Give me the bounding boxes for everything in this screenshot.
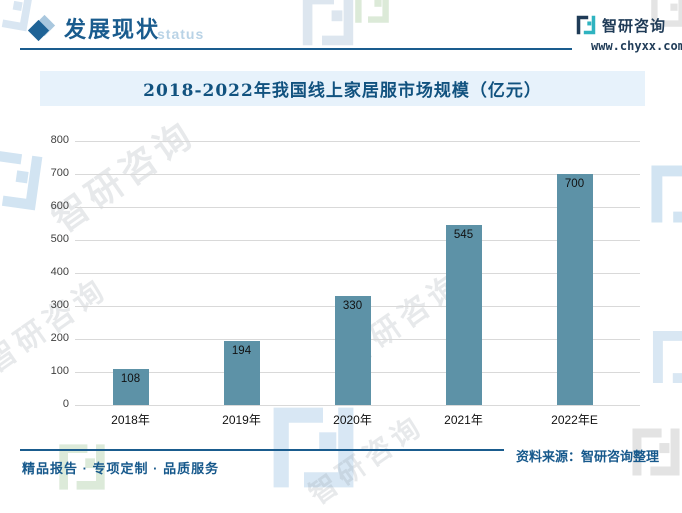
bar-value-label: 194 xyxy=(231,344,252,357)
x-axis-tick-label: 2020年 xyxy=(333,413,372,427)
bar xyxy=(445,225,482,405)
y-axis-tick-label: 0 xyxy=(62,398,69,410)
grid-line xyxy=(75,173,640,175)
y-axis-tick-label: 400 xyxy=(50,266,69,278)
x-axis-tick-label: 2021年 xyxy=(444,413,483,427)
brand-logo-icon xyxy=(576,15,596,35)
bar-value-label: 108 xyxy=(120,373,141,386)
chart-title: 2018-2022年我国线上家居服市场规模（亿元） xyxy=(143,81,542,101)
header-divider xyxy=(20,48,572,50)
y-axis-tick-label: 100 xyxy=(50,365,69,377)
bar xyxy=(223,340,260,405)
y-axis-tick-label: 600 xyxy=(50,200,69,212)
data-source-note: 资料来源：智研咨询整理 xyxy=(516,449,660,464)
report-page: status 发展现状 智研咨询 www.chyxx.com 2018-2022… xyxy=(20,14,682,476)
y-axis-tick-label: 700 xyxy=(50,167,69,179)
bar xyxy=(556,174,593,405)
y-axis-tick-label: 800 xyxy=(50,134,69,146)
grid-line xyxy=(75,404,640,406)
y-axis-tick-label: 200 xyxy=(50,332,69,344)
grid-line xyxy=(75,206,640,208)
chart-title-band: 2018-2022年我国线上家居服市场规模（亿元） xyxy=(40,71,645,106)
y-axis-tick-label: 300 xyxy=(50,299,69,311)
x-axis-tick-label: 2022年E xyxy=(551,413,598,427)
grid-line xyxy=(75,272,640,274)
diamond-bullet-icon xyxy=(27,14,57,45)
x-axis-tick-label: 2019年 xyxy=(222,413,261,427)
brand-block: 智研咨询 www.chyxx.com xyxy=(575,14,682,53)
x-axis-tick-label: 2018年 xyxy=(111,413,150,427)
section-title: 发展现状 xyxy=(64,17,161,43)
y-axis-tick-label: 500 xyxy=(50,233,69,245)
bar-value-label: 330 xyxy=(342,300,363,313)
status-watermark-text: status xyxy=(157,26,205,42)
brand-website: www.chyxx.com xyxy=(591,39,682,53)
footer-services-tagline: 精品报告 · 专项定制 · 品质服务 xyxy=(22,461,220,476)
bar xyxy=(334,296,371,405)
bar-value-label: 700 xyxy=(564,178,585,190)
bar-chart-plot: 0 100 200 300 400 500 600 700 800 108 2018年 194 2019… xyxy=(51,134,640,427)
grid-line xyxy=(75,140,640,142)
bar-value-label: 545 xyxy=(453,229,474,242)
bar xyxy=(112,369,149,405)
footer-divider xyxy=(20,449,504,451)
brand-name: 智研咨询 xyxy=(602,16,667,35)
grid-line xyxy=(75,239,640,241)
